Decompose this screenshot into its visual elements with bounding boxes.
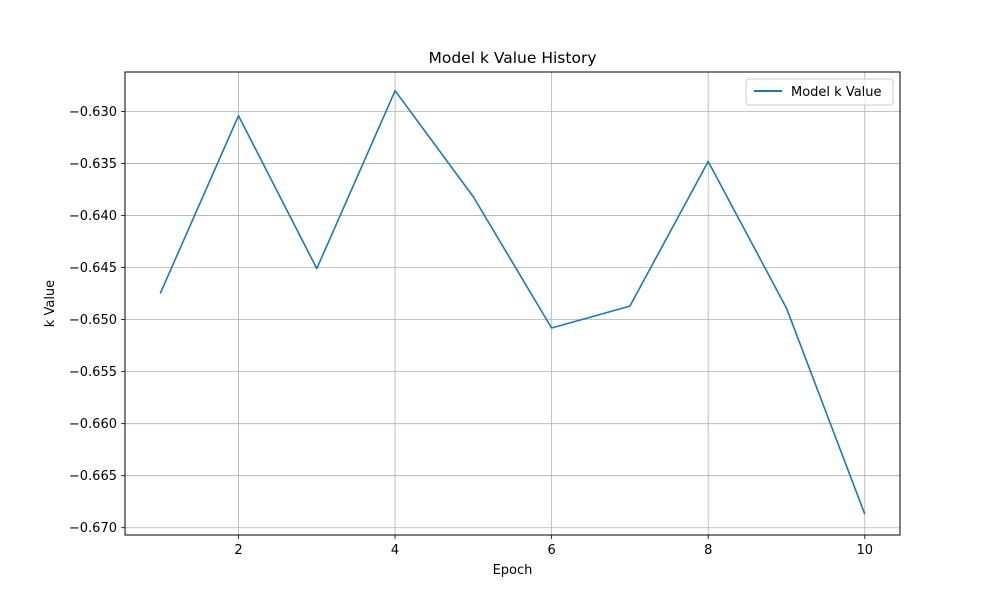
- x-tick-label: 4: [391, 543, 399, 558]
- y-tick-label: −0.665: [69, 469, 117, 484]
- y-tick-label: −0.630: [69, 105, 117, 120]
- y-tick-label: −0.670: [69, 521, 117, 536]
- x-tick-label: 10: [856, 543, 873, 558]
- x-axis-label: Epoch: [493, 563, 533, 578]
- y-tick-label: −0.660: [69, 417, 117, 432]
- legend-box: [745, 78, 894, 106]
- y-tick-label: −0.645: [69, 261, 117, 276]
- x-tick-label: 8: [704, 543, 712, 558]
- series-line-model-k-value: [159, 89, 866, 515]
- legend: Model k Value: [745, 78, 894, 106]
- y-tick-label: −0.650: [69, 313, 117, 328]
- y-axis-label: k Value: [43, 280, 58, 327]
- plot-area-frame: [124, 71, 901, 536]
- grid-lines: [125, 72, 900, 535]
- x-tick-label: 6: [548, 543, 556, 558]
- x-tick-label: 2: [234, 543, 242, 558]
- y-tick-label: −0.635: [69, 157, 117, 172]
- y-tick-label: −0.640: [69, 209, 117, 224]
- chart-title: Model k Value History: [428, 49, 596, 67]
- y-tick-label: −0.655: [69, 365, 117, 380]
- series-lines: [159, 89, 866, 515]
- legend-label-model-k-value: Model k Value: [791, 85, 882, 100]
- axis-ticks: 2 4 6 8 10 −0.670 −0.665 −0.660 −0.655 −0.650 −0.6…: [69, 105, 873, 558]
